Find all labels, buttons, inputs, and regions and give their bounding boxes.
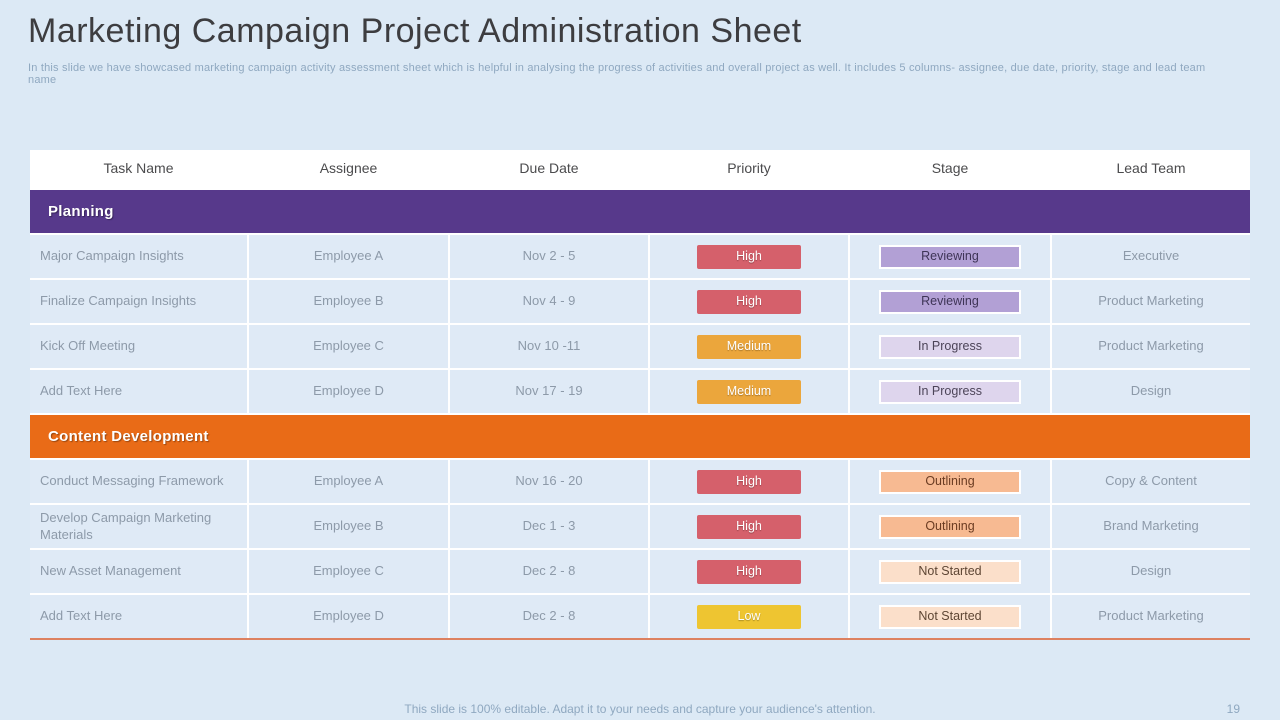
stage-cell: Reviewing xyxy=(850,235,1050,278)
task-cell: Conduct Messaging Framework xyxy=(30,460,247,503)
due-date-cell: Dec 1 - 3 xyxy=(450,505,648,548)
stage-badge: Not Started xyxy=(879,559,1021,584)
priority-badge: Medium xyxy=(697,379,801,404)
priority-cell: Low xyxy=(650,595,848,638)
priority-badge: High xyxy=(697,244,801,269)
task-cell: Kick Off Meeting xyxy=(30,325,247,368)
stage-cell: In Progress xyxy=(850,370,1050,413)
table-row: New Asset Management Employee C Dec 2 - 8 H… xyxy=(30,550,1250,593)
assignee-cell: Employee D xyxy=(249,370,448,413)
column-header-stage: Stage xyxy=(850,150,1050,186)
table-row: Develop Campaign Marketing Materials Empl… xyxy=(30,505,1250,548)
assignee-cell: Employee B xyxy=(249,280,448,323)
priority-badge: High xyxy=(697,469,801,494)
due-date-cell: Dec 2 - 8 xyxy=(450,595,648,638)
stage-cell: Not Started xyxy=(850,595,1050,638)
column-header-lead-team: Lead Team xyxy=(1052,150,1250,186)
due-date-cell: Dec 2 - 8 xyxy=(450,550,648,593)
project-administration-table: Task Name Assignee Due Date Priority Stage Le… xyxy=(30,150,1250,640)
lead-team-cell: Product Marketing xyxy=(1052,595,1250,638)
stage-cell: In Progress xyxy=(850,325,1050,368)
lead-team-cell: Product Marketing xyxy=(1052,325,1250,368)
table-row: Conduct Messaging Framework Employee A Nov… xyxy=(30,460,1250,503)
assignee-cell: Employee A xyxy=(249,235,448,278)
priority-badge: Low xyxy=(697,604,801,629)
assignee-cell: Employee D xyxy=(249,595,448,638)
lead-team-cell: Brand Marketing xyxy=(1052,505,1250,548)
lead-team-cell: Executive xyxy=(1052,235,1250,278)
assignee-cell: Employee C xyxy=(249,325,448,368)
due-date-cell: Nov 4 - 9 xyxy=(450,280,648,323)
task-cell: Add Text Here xyxy=(30,370,247,413)
due-date-cell: Nov 17 - 19 xyxy=(450,370,648,413)
stage-badge: Reviewing xyxy=(879,244,1021,269)
task-cell: New Asset Management xyxy=(30,550,247,593)
priority-badge: High xyxy=(697,559,801,584)
section-header-planning: Planning xyxy=(30,190,1250,233)
section-header-content-development: Content Development xyxy=(30,415,1250,458)
stage-badge: In Progress xyxy=(879,334,1021,359)
table-row: Add Text Here Employee D Nov 17 - 19 Medium… xyxy=(30,370,1250,413)
task-cell: Major Campaign Insights xyxy=(30,235,247,278)
column-header-priority: Priority xyxy=(650,150,848,186)
stage-badge: Outlining xyxy=(879,514,1021,539)
lead-team-cell: Design xyxy=(1052,550,1250,593)
column-header-assignee: Assignee xyxy=(249,150,448,186)
stage-cell: Outlining xyxy=(850,460,1050,503)
lead-team-cell: Design xyxy=(1052,370,1250,413)
assignee-cell: Employee A xyxy=(249,460,448,503)
assignee-cell: Employee B xyxy=(249,505,448,548)
priority-cell: High xyxy=(650,505,848,548)
page-title: Marketing Campaign Project Administratio… xyxy=(28,12,802,50)
table-row: Major Campaign Insights Employee A Nov 2 -… xyxy=(30,235,1250,278)
stage-badge: Reviewing xyxy=(879,289,1021,314)
stage-cell: Outlining xyxy=(850,505,1050,548)
due-date-cell: Nov 16 - 20 xyxy=(450,460,648,503)
task-cell: Finalize Campaign Insights xyxy=(30,280,247,323)
stage-badge: Not Started xyxy=(879,604,1021,629)
assignee-cell: Employee C xyxy=(249,550,448,593)
slide-subtitle: In this slide we have showcased marketin… xyxy=(28,62,1206,86)
priority-badge: High xyxy=(697,289,801,314)
column-header-task-name: Task Name xyxy=(30,150,247,186)
table-row: Kick Off Meeting Employee C Nov 10 -11 Medi… xyxy=(30,325,1250,368)
priority-cell: High xyxy=(650,460,848,503)
lead-team-cell: Copy & Content xyxy=(1052,460,1250,503)
column-header-due-date: Due Date xyxy=(450,150,648,186)
priority-cell: High xyxy=(650,280,848,323)
priority-cell: Medium xyxy=(650,325,848,368)
table-header-row: Task Name Assignee Due Date Priority Stage Le… xyxy=(30,150,1250,186)
priority-badge: High xyxy=(697,514,801,539)
table-body: Planning Major Campaign Insights Employee … xyxy=(30,190,1250,638)
due-date-cell: Nov 10 -11 xyxy=(450,325,648,368)
priority-cell: Medium xyxy=(650,370,848,413)
lead-team-cell: Product Marketing xyxy=(1052,280,1250,323)
table-row: Add Text Here Employee D Dec 2 - 8 Low Not S… xyxy=(30,595,1250,638)
stage-cell: Reviewing xyxy=(850,280,1050,323)
page-number: 19 xyxy=(1226,702,1240,716)
task-cell: Develop Campaign Marketing Materials xyxy=(30,505,247,548)
task-cell: Add Text Here xyxy=(30,595,247,638)
priority-badge: Medium xyxy=(697,334,801,359)
stage-cell: Not Started xyxy=(850,550,1050,593)
stage-badge: Outlining xyxy=(879,469,1021,494)
table-row: Finalize Campaign Insights Employee B Nov … xyxy=(30,280,1250,323)
priority-cell: High xyxy=(650,235,848,278)
due-date-cell: Nov 2 - 5 xyxy=(450,235,648,278)
stage-badge: In Progress xyxy=(879,379,1021,404)
editable-note: This slide is 100% editable. Adapt it to… xyxy=(404,702,876,716)
priority-cell: High xyxy=(650,550,848,593)
